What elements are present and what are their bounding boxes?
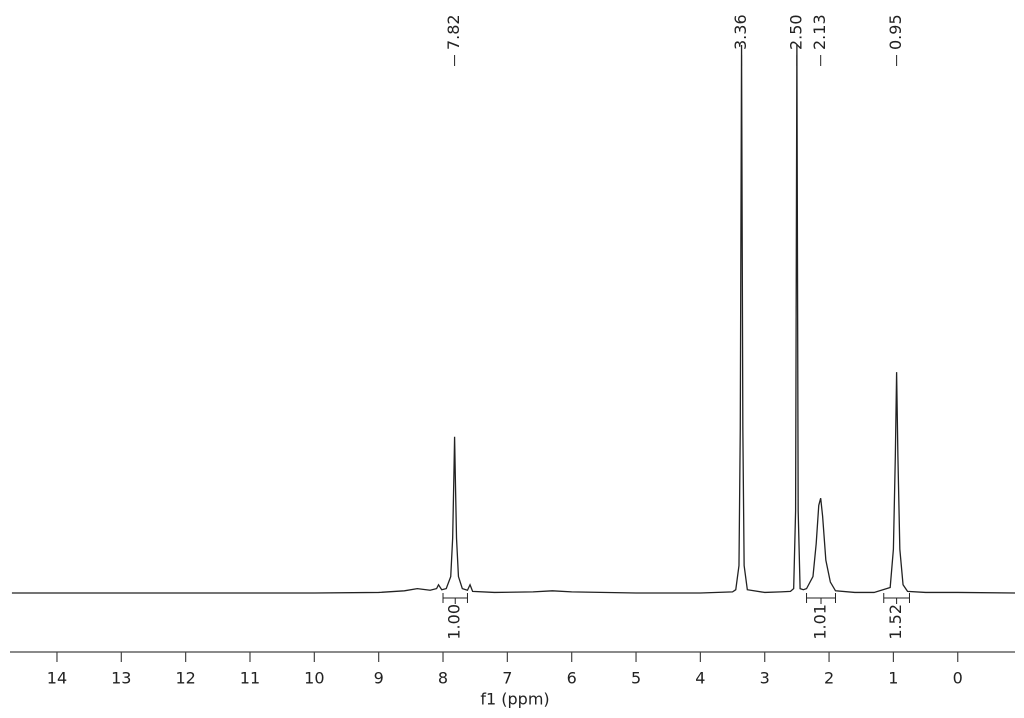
x-tick-label: 3 — [760, 669, 770, 688]
x-tick-label: 8 — [438, 669, 448, 688]
integral-label: 1.52 — [886, 604, 905, 640]
spectrum-line — [11, 45, 1015, 594]
x-tick-label: 11 — [240, 669, 260, 688]
integral-label: 1.01 — [811, 604, 830, 640]
x-tick-label: 12 — [175, 669, 195, 688]
x-tick-label: 4 — [695, 669, 705, 688]
integral-bracket — [442, 593, 468, 604]
x-tick-label: 6 — [567, 669, 577, 688]
x-axis-label: f1 (ppm) — [480, 690, 549, 709]
integral-bracket — [806, 593, 836, 604]
x-tick-label: 0 — [953, 669, 963, 688]
peak-label: 2.13 — [810, 14, 829, 50]
integral-bracket — [883, 593, 910, 604]
integral-label: 1.00 — [445, 604, 464, 640]
peak-label: 3.36 — [731, 14, 750, 50]
peak-label: 2.50 — [786, 14, 805, 50]
x-tick-label: 10 — [304, 669, 324, 688]
x-tick-label: 13 — [111, 669, 131, 688]
x-tick-label: 9 — [374, 669, 384, 688]
x-tick-label: 5 — [631, 669, 641, 688]
x-tick-label: 7 — [502, 669, 512, 688]
peak-label: 7.82 — [444, 14, 463, 50]
peak-label: 0.95 — [886, 14, 905, 50]
x-tick-label: 2 — [824, 669, 834, 688]
x-tick-label: 14 — [47, 669, 67, 688]
x-tick-label: 1 — [888, 669, 898, 688]
